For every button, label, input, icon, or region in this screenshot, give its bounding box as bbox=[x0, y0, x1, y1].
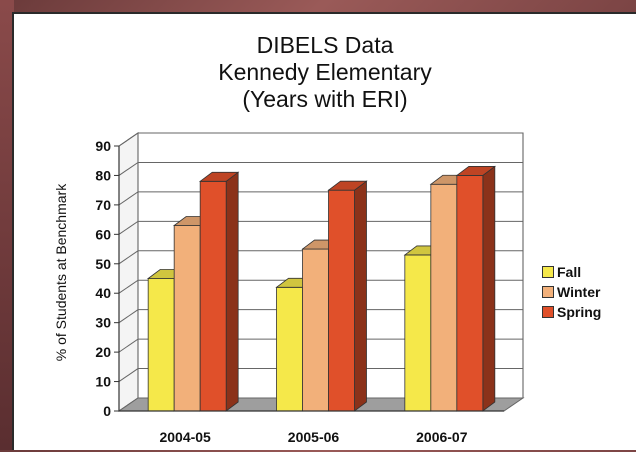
slide-background-edge bbox=[0, 0, 14, 450]
y-tick-label: 30 bbox=[95, 315, 111, 331]
x-tick-label: 2006-07 bbox=[416, 429, 468, 445]
y-tick-label: 60 bbox=[95, 226, 111, 242]
gridline bbox=[118, 279, 523, 294]
bar-spring-2004-05 bbox=[199, 180, 227, 412]
bar-spring-2005-06 bbox=[328, 189, 355, 412]
chart-side-wall bbox=[118, 132, 139, 412]
y-tick-label: 10 bbox=[95, 374, 111, 390]
gridline bbox=[118, 220, 523, 235]
bar-fall-2005-06 bbox=[276, 286, 303, 412]
bar-chart: 0 10 20 30 40 50 60 70 80 90 % of Students at Benc… bbox=[53, 132, 525, 445]
bar-fall-2004-05 bbox=[147, 278, 175, 412]
gridline bbox=[118, 132, 523, 147]
y-axis-title: % of Students at Benchmark bbox=[53, 183, 69, 361]
legend-label-spring: Spring bbox=[557, 304, 602, 320]
bar-top-spring-2004-05 bbox=[198, 171, 240, 182]
chart-title-line-3: (Years with ERI) bbox=[242, 86, 408, 112]
bar-spring-2006-07 bbox=[456, 175, 484, 412]
legend-swatch-spring bbox=[542, 306, 554, 318]
x-tick-label: 2004-05 bbox=[159, 429, 211, 445]
gridline bbox=[118, 161, 523, 176]
bar-side-spring-2004-05 bbox=[225, 171, 239, 412]
y-tick-label: 20 bbox=[95, 344, 111, 360]
y-tick-label: 80 bbox=[95, 167, 111, 183]
gridline bbox=[118, 368, 523, 382]
y-tick-label: 90 bbox=[95, 138, 111, 154]
chart-panel: DIBELS Data Kennedy Elementary (Years wi… bbox=[12, 12, 636, 450]
gridline bbox=[118, 309, 523, 324]
legend-swatch-fall bbox=[542, 266, 554, 278]
y-tick-label: 70 bbox=[95, 197, 111, 213]
bar-side-spring-2006-07 bbox=[482, 165, 496, 412]
bar-top-spring-2005-06 bbox=[327, 180, 368, 191]
y-tick-label: 0 bbox=[103, 403, 111, 419]
x-tick-label: 2005-06 bbox=[288, 429, 340, 445]
bar-winter-2006-07 bbox=[430, 183, 458, 412]
legend-swatch-winter bbox=[542, 286, 554, 298]
chart-title-line-2: Kennedy Elementary bbox=[218, 59, 432, 85]
legend-item-winter: Winter bbox=[542, 282, 601, 302]
gridline bbox=[118, 338, 523, 353]
chart-title-line-1: DIBELS Data bbox=[256, 32, 394, 58]
gridline bbox=[118, 250, 523, 265]
y-tick-label: 40 bbox=[95, 285, 111, 301]
legend: Fall Winter Spring bbox=[542, 262, 601, 322]
bar-winter-2004-05 bbox=[173, 225, 201, 412]
bar-winter-2005-06 bbox=[302, 248, 329, 412]
gridline bbox=[118, 191, 523, 206]
legend-item-fall: Fall bbox=[542, 262, 601, 282]
bar-side-spring-2005-06 bbox=[354, 180, 367, 412]
legend-item-spring: Spring bbox=[542, 302, 601, 322]
bar-fall-2006-07 bbox=[404, 254, 432, 412]
y-tick-label: 50 bbox=[95, 256, 111, 272]
bar-top-spring-2006-07 bbox=[455, 166, 497, 176]
legend-label-winter: Winter bbox=[557, 284, 601, 300]
legend-label-fall: Fall bbox=[557, 264, 582, 280]
